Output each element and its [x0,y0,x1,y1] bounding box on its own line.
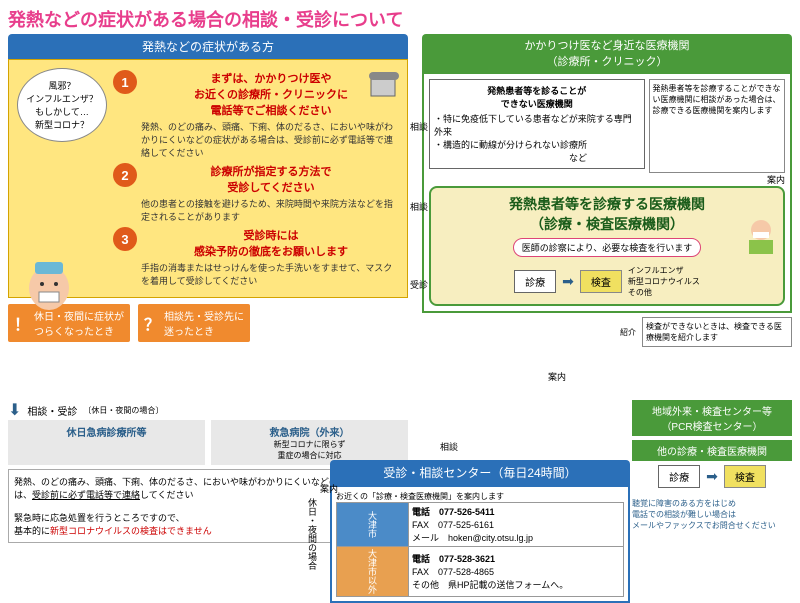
step-2: 2診療所が指定する方法で 受診してください他の患者との接触を避けるため、来院時間… [113,163,401,223]
consult-center: 受診・相談センター（毎日24時間） お近くの「診療・検査医療機関」を案内します … [330,460,630,603]
soudan-label-3: 相談 [440,440,458,453]
annai-label-2: 案内 [320,482,338,495]
right-body: 発熱患者等を診ることが できない医療機関 ・特に免疫低下している患者などが来院す… [422,72,792,313]
center-header: 受診・相談センター（毎日24時間） [330,460,630,485]
contact-row: 大津市電話 077-526-5411FAX 077-525-6161メール ho… [337,503,624,547]
soudan-label-2: 相談 [410,200,428,213]
left-panel: 発熱などの症状がある方 風邪？ インフルエンザ？ もしかして… 新型コロナ？ 1… [8,34,408,342]
bottom-right: 地域外来・検査センター等 （PCR検査センター） 他の診療・検査医療機関 診療 … [632,396,792,531]
exam-facility-box: 発熱患者等を診療する医療機関 （診療・検査医療機関） 医師の診察により、必要な検… [429,186,785,306]
step-3: 3受診時には 感染予防の徹底をお願いします手指の消毒またはせっけんを使った手洗い… [113,227,401,287]
left-body: 風邪？ インフルエンザ？ もしかして… 新型コロナ？ 1まずは、かかりつけ医や … [8,59,408,298]
doctor-note-pill: 医師の診察により、必要な検査を行います [513,238,701,257]
holiday-clinic-box: 休日急病診療所等 [8,420,205,465]
exam-btn-2: 診療 [658,465,700,488]
center-side: 休日・夜間の場合 [306,498,319,570]
confused-button: ？相談先・受診先に 迷ったとき [138,304,250,342]
arrow-right-icon-2: ➡ [706,468,718,485]
step-num-icon: 2 [113,163,137,187]
main-title: 発熱などの症状がある場合の相談・受診について [0,0,800,38]
cannot-body: ・特に免疫低下している患者などが来院する専門外来 ・構造的に動線が分けられない診… [434,112,640,164]
step-num-icon: 3 [113,227,137,251]
emergency-hospital-box: 救急病院（外来）新型コロナに限らず 重症の場合に対応 [211,420,408,465]
contact-table: 大津市電話 077-526-5411FAX 077-525-6161メール ho… [336,502,624,597]
phone-icon [367,66,401,100]
test-note: インフルエンザ 新型コロナウイルス その他 [628,265,700,298]
sick-person-icon [19,250,79,320]
annai-label-1: 案内 [429,173,785,186]
arrow-down-icon: ⬇ [8,400,21,420]
shoukai-label: 紹介 [620,327,636,338]
left-header: 発熱などの症状がある方 [8,34,408,59]
step-num-icon: 1 [113,70,137,94]
other-bar: 他の診療・検査医療機関 [632,440,792,461]
hn-note: 〔休日・夜間の場合〕 [83,405,163,416]
consult-label: 相談・受診 [27,403,77,418]
right-panel: かかりつけ医など身近な医療機関 （診療所・クリニック） 発熱患者等を診ることが … [422,34,792,347]
jushin-label: 受診 [410,278,428,291]
center-intro: お近くの「診療・検査医療機関」を案内します [336,491,624,502]
cannot-title: 発熱患者等を診ることが できない医療機関 [434,84,640,110]
exam-btn: 診療 [514,270,556,293]
big-title: 発熱患者等を診療する医療機関 （診療・検査医療機関） [437,194,777,234]
contact-row: 大津市以外電話 077-528-3621FAX 077-528-4865その他 … [337,547,624,597]
intro-note: 検査ができないときは、検査できる医療機関を紹介します [642,317,792,347]
step-1: 1まずは、かかりつけ医や お近くの診療所・クリニックに 電話等でご相談ください発… [113,70,401,159]
right-header: かかりつけ医など身近な医療機関 （診療所・クリニック） [422,34,792,72]
accessibility-note: 聴覚に障害のある方をはじめ 電話での相談が難しい場合は メールやファックスでお問… [632,498,792,531]
arrow-right-icon: ➡ [562,273,574,290]
pcr-bar: 地域外来・検査センター等 （PCR検査センター） [632,400,792,436]
patient-icon [743,216,779,256]
test-btn: 検査 [580,270,622,293]
test-btn-2: 検査 [724,465,766,488]
side-note: 発熱患者等を診療することができない医療機関に相談があった場合は、診療できる医療機… [649,79,785,173]
annai-label-3: 案内 [548,370,566,383]
thought-bubble: 風邪？ インフルエンザ？ もしかして… 新型コロナ？ [17,68,107,142]
soudan-label-1: 相談 [410,120,428,133]
question-icon: ？ [144,311,160,335]
